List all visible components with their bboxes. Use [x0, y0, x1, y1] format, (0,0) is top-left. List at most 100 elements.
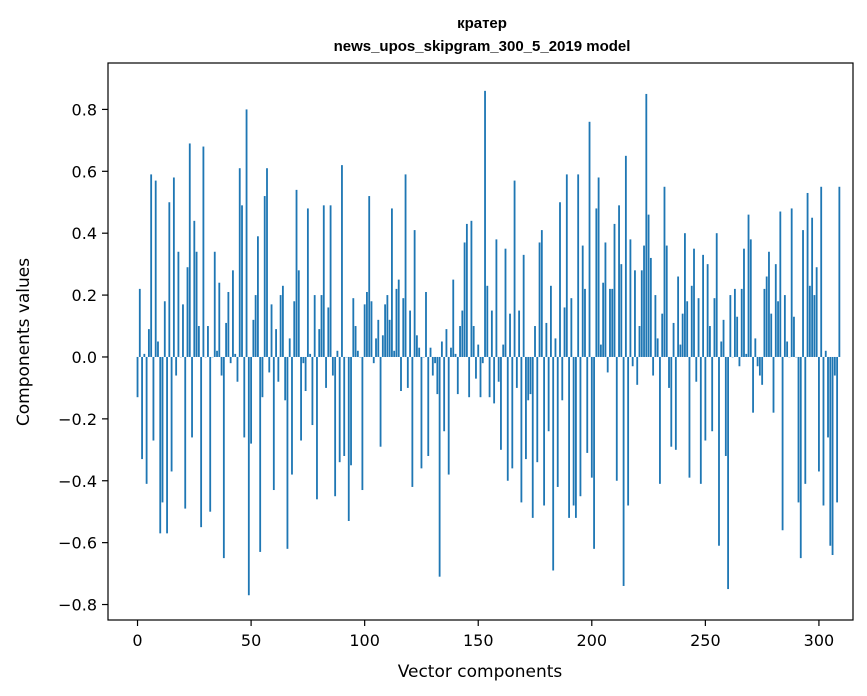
bar-180: [545, 322, 548, 357]
bar-44: [236, 356, 239, 382]
bar-113: [393, 350, 396, 357]
bar-265: [738, 356, 741, 367]
bar-131: [434, 356, 436, 364]
bar-189: [565, 174, 568, 357]
bar-257: [720, 341, 723, 357]
bar-282: [777, 301, 779, 357]
bar-143: [461, 310, 464, 357]
bar-148: [472, 326, 475, 357]
bar-89: [338, 356, 341, 463]
bar-5: [147, 329, 150, 357]
bar-21: [184, 356, 187, 509]
bar-236: [672, 322, 675, 357]
y-tick-label-7: 0.6: [72, 162, 97, 181]
bar-183: [552, 356, 555, 571]
bar-170: [522, 254, 525, 357]
bar-156: [490, 310, 493, 357]
bar-103: [370, 301, 373, 357]
bar-302: [822, 356, 825, 506]
x-axis: 0 50 100 150 200 250 300: [132, 620, 834, 650]
bar-130: [431, 356, 434, 376]
bar-142: [459, 326, 461, 357]
bar-135: [443, 356, 446, 432]
y-axis-label: Components values: [14, 258, 34, 426]
bar-153: [484, 90, 486, 357]
bar-101: [366, 291, 368, 357]
bar-190: [568, 356, 570, 518]
bar-14: [168, 202, 171, 357]
bar-204: [599, 344, 602, 357]
bar-139: [452, 279, 455, 357]
bar-281: [774, 264, 777, 357]
bar-184: [554, 338, 557, 357]
x-tick-label-200: 200: [577, 631, 608, 650]
bar-123: [415, 335, 418, 357]
bar-267: [743, 248, 745, 357]
bar-230: [659, 356, 661, 484]
bar-241: [684, 233, 686, 357]
bar-29: [202, 146, 205, 357]
bar-285: [783, 295, 786, 357]
bar-132: [436, 356, 439, 395]
bar-171: [525, 356, 527, 460]
bar-54: [259, 356, 262, 552]
bar-116: [400, 356, 402, 392]
bar-173: [529, 356, 532, 395]
y-tick-label-0: −0.8: [58, 596, 97, 615]
bar-26: [195, 251, 198, 357]
y-tick-label-4: 0.0: [72, 348, 97, 367]
bar-46: [241, 205, 243, 357]
bar-0: [136, 356, 139, 398]
bar-134: [440, 341, 443, 357]
bar-86: [331, 356, 334, 376]
bar-206: [604, 242, 607, 357]
bar-276: [763, 288, 766, 357]
bar-70: [295, 189, 298, 357]
bar-96: [354, 326, 357, 357]
bar-150: [477, 344, 480, 357]
bar-22: [186, 267, 189, 357]
bar-71: [297, 270, 300, 357]
bar-309: [838, 186, 841, 357]
bar-305: [829, 356, 832, 546]
bar-253: [711, 356, 714, 432]
bar-199: [588, 121, 591, 357]
bar-273: [756, 356, 759, 367]
bar-286: [786, 341, 789, 357]
bar-268: [745, 353, 748, 357]
bar-297: [811, 217, 814, 357]
bar-47: [243, 356, 246, 438]
bar-95: [352, 298, 355, 357]
bar-229: [656, 338, 659, 357]
bar-223: [643, 245, 645, 357]
bar-181: [547, 356, 550, 432]
bar-35: [216, 350, 218, 357]
bar-300: [818, 356, 820, 472]
bar-108: [381, 335, 384, 357]
bar-306: [831, 356, 834, 556]
bar-263: [733, 288, 736, 357]
bar-233: [665, 245, 668, 357]
bar-24: [191, 356, 193, 438]
bar-294: [804, 356, 807, 484]
bar-228: [654, 295, 657, 357]
bar-252: [709, 326, 711, 357]
bar-279: [770, 313, 773, 357]
bar-36: [218, 282, 221, 357]
bar-271: [752, 356, 754, 413]
bar-191: [570, 298, 573, 357]
bar-201: [593, 356, 595, 549]
bar-250: [704, 356, 707, 441]
bar-162: [504, 248, 507, 357]
bar-272: [754, 338, 757, 357]
bar-12: [163, 301, 166, 357]
bar-110: [386, 295, 389, 357]
bar-74: [304, 356, 307, 392]
bar-224: [645, 93, 648, 357]
bar-283: [779, 211, 782, 357]
bar-243: [688, 356, 691, 478]
y-tick-label-1: −0.6: [58, 534, 97, 553]
bar-254: [713, 298, 716, 357]
bar-308: [836, 356, 839, 503]
bar-227: [652, 356, 655, 376]
